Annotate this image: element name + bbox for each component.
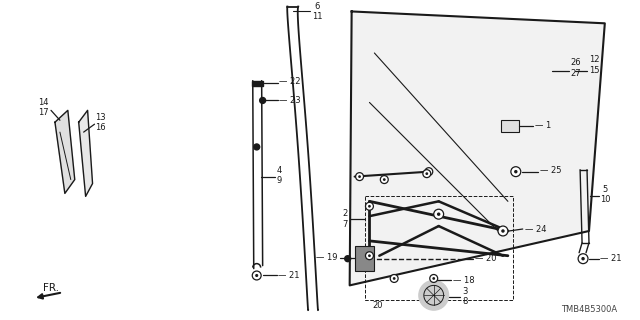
Text: TMB4B5300A: TMB4B5300A — [561, 305, 617, 314]
Bar — [355, 246, 374, 270]
Circle shape — [430, 275, 438, 283]
Text: — 22: — 22 — [280, 77, 301, 86]
Circle shape — [390, 275, 398, 283]
Circle shape — [428, 170, 430, 173]
Circle shape — [368, 254, 371, 257]
Circle shape — [437, 212, 440, 216]
Text: 4
9: 4 9 — [276, 166, 282, 185]
Circle shape — [393, 277, 396, 280]
Circle shape — [260, 98, 266, 103]
Text: 6
11: 6 11 — [312, 2, 323, 21]
Circle shape — [426, 172, 428, 175]
Circle shape — [380, 176, 388, 184]
Circle shape — [253, 144, 260, 150]
Circle shape — [581, 257, 585, 260]
Text: — 21: — 21 — [600, 254, 621, 263]
Circle shape — [368, 205, 371, 208]
Text: 14
17: 14 17 — [38, 98, 49, 117]
Circle shape — [501, 229, 505, 233]
Polygon shape — [79, 110, 93, 196]
Text: 2
7: 2 7 — [342, 209, 348, 229]
Circle shape — [498, 226, 508, 236]
Circle shape — [514, 170, 518, 173]
Text: 20: 20 — [372, 301, 383, 310]
Text: — 19: — 19 — [316, 253, 338, 262]
Circle shape — [358, 175, 361, 178]
Circle shape — [423, 170, 431, 178]
Circle shape — [433, 277, 435, 280]
Text: — 20: — 20 — [476, 254, 497, 263]
Text: — 24: — 24 — [525, 225, 546, 234]
Text: FR.: FR. — [43, 283, 59, 293]
Text: — 18: — 18 — [452, 276, 474, 285]
Circle shape — [345, 256, 351, 262]
Text: 13
16: 13 16 — [95, 113, 106, 132]
Text: 12
15: 12 15 — [589, 55, 600, 75]
Circle shape — [356, 173, 364, 180]
Polygon shape — [349, 12, 605, 285]
Text: — 25: — 25 — [540, 166, 561, 175]
Circle shape — [365, 202, 373, 210]
Polygon shape — [55, 110, 75, 193]
Circle shape — [434, 209, 444, 219]
Text: — 23: — 23 — [280, 96, 301, 105]
Text: — 1: — 1 — [534, 121, 551, 130]
Bar — [252, 81, 262, 86]
Circle shape — [255, 274, 259, 277]
Circle shape — [252, 271, 261, 280]
Text: 5
10: 5 10 — [600, 185, 611, 204]
Circle shape — [578, 254, 588, 264]
Circle shape — [425, 168, 433, 176]
Circle shape — [419, 280, 449, 310]
Bar — [501, 120, 519, 132]
Text: 3
8: 3 8 — [463, 287, 468, 306]
Bar — [365, 196, 513, 300]
Text: 26
27: 26 27 — [570, 58, 581, 77]
Circle shape — [383, 178, 386, 181]
Text: — 21: — 21 — [278, 271, 300, 280]
Circle shape — [365, 252, 373, 260]
Circle shape — [511, 167, 521, 177]
